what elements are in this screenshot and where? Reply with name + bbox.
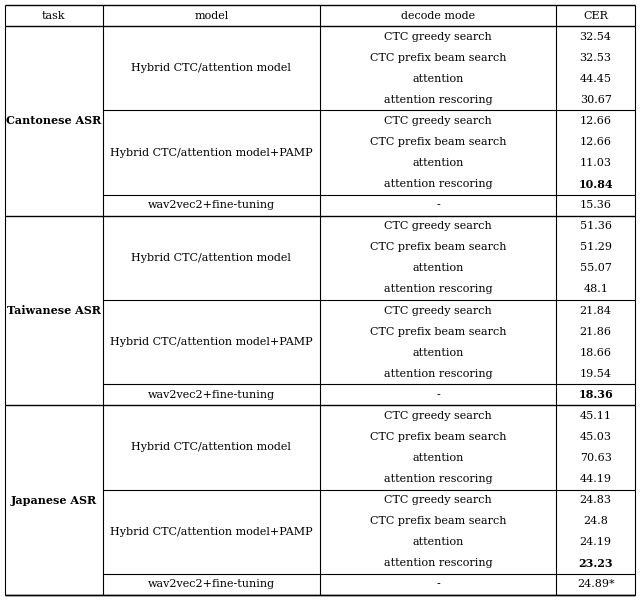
Text: task: task (42, 11, 66, 20)
Text: 24.8: 24.8 (583, 516, 608, 526)
Text: attention: attention (412, 453, 464, 463)
Text: decode mode: decode mode (401, 11, 475, 20)
Text: 10.84: 10.84 (579, 179, 613, 190)
Text: attention: attention (412, 538, 464, 547)
Text: 24.83: 24.83 (580, 495, 612, 505)
Text: -: - (436, 200, 440, 210)
Text: 24.19: 24.19 (580, 538, 612, 547)
Text: 30.67: 30.67 (580, 95, 612, 105)
Text: attention: attention (412, 263, 464, 274)
Text: attention rescoring: attention rescoring (384, 179, 492, 189)
Text: CTC prefix beam search: CTC prefix beam search (370, 137, 506, 147)
Text: attention: attention (412, 74, 464, 84)
Text: Hybrid CTC/attention model: Hybrid CTC/attention model (131, 63, 291, 73)
Text: CTC greedy search: CTC greedy search (384, 495, 492, 505)
Text: 21.86: 21.86 (580, 326, 612, 337)
Text: 24.89*: 24.89* (577, 580, 614, 589)
Text: wav2vec2+fine-tuning: wav2vec2+fine-tuning (148, 580, 275, 589)
Text: 51.36: 51.36 (580, 221, 612, 231)
Text: attention rescoring: attention rescoring (384, 284, 492, 295)
Text: 70.63: 70.63 (580, 453, 612, 463)
Text: 18.66: 18.66 (580, 347, 612, 358)
Text: 21.84: 21.84 (580, 305, 612, 316)
Text: 23.23: 23.23 (579, 558, 613, 569)
Text: attention: attention (412, 347, 464, 358)
Text: CTC prefix beam search: CTC prefix beam search (370, 432, 506, 442)
Text: CTC prefix beam search: CTC prefix beam search (370, 242, 506, 253)
Text: 44.19: 44.19 (580, 474, 612, 484)
Text: CTC prefix beam search: CTC prefix beam search (370, 53, 506, 62)
Text: attention rescoring: attention rescoring (384, 369, 492, 379)
Text: 18.36: 18.36 (579, 389, 613, 400)
Text: Cantonese ASR: Cantonese ASR (6, 115, 102, 127)
Text: -: - (436, 580, 440, 589)
Text: wav2vec2+fine-tuning: wav2vec2+fine-tuning (148, 390, 275, 400)
Text: 32.54: 32.54 (580, 32, 612, 41)
Text: Hybrid CTC/attention model: Hybrid CTC/attention model (131, 253, 291, 263)
Text: attention rescoring: attention rescoring (384, 474, 492, 484)
Text: -: - (436, 390, 440, 400)
Text: CER: CER (583, 11, 608, 20)
Text: CTC greedy search: CTC greedy search (384, 32, 492, 41)
Text: Hybrid CTC/attention model+PAMP: Hybrid CTC/attention model+PAMP (110, 148, 312, 157)
Text: Japanese ASR: Japanese ASR (11, 494, 97, 506)
Text: Hybrid CTC/attention model+PAMP: Hybrid CTC/attention model+PAMP (110, 527, 312, 537)
Text: attention rescoring: attention rescoring (384, 95, 492, 105)
Text: 51.29: 51.29 (580, 242, 612, 253)
Text: 19.54: 19.54 (580, 369, 612, 379)
Text: CTC greedy search: CTC greedy search (384, 305, 492, 316)
Text: 45.11: 45.11 (580, 411, 612, 421)
Text: Hybrid CTC/attention model: Hybrid CTC/attention model (131, 443, 291, 452)
Text: wav2vec2+fine-tuning: wav2vec2+fine-tuning (148, 200, 275, 210)
Text: 55.07: 55.07 (580, 263, 612, 274)
Text: CTC greedy search: CTC greedy search (384, 411, 492, 421)
Text: 48.1: 48.1 (583, 284, 608, 295)
Text: Hybrid CTC/attention model+PAMP: Hybrid CTC/attention model+PAMP (110, 337, 312, 347)
Text: 12.66: 12.66 (580, 137, 612, 147)
Text: 12.66: 12.66 (580, 116, 612, 126)
Text: 11.03: 11.03 (580, 158, 612, 168)
Text: Taiwanese ASR: Taiwanese ASR (7, 305, 100, 316)
Text: CTC greedy search: CTC greedy search (384, 221, 492, 231)
Text: attention: attention (412, 158, 464, 168)
Text: 15.36: 15.36 (580, 200, 612, 210)
Text: 45.03: 45.03 (580, 432, 612, 442)
Text: CTC greedy search: CTC greedy search (384, 116, 492, 126)
Text: CTC prefix beam search: CTC prefix beam search (370, 326, 506, 337)
Text: model: model (194, 11, 228, 20)
Text: 44.45: 44.45 (580, 74, 612, 84)
Text: 32.53: 32.53 (580, 53, 612, 62)
Text: attention rescoring: attention rescoring (384, 559, 492, 568)
Text: CTC prefix beam search: CTC prefix beam search (370, 516, 506, 526)
